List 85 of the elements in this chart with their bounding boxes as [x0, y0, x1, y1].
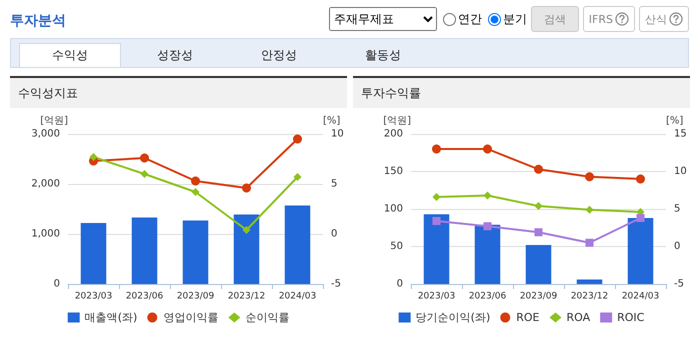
- y2-tick-label: 10: [674, 166, 687, 177]
- text: 투자분석: [10, 12, 66, 30]
- x-tick-label: 2024/03: [622, 292, 660, 302]
- y-tick-label: 50: [390, 241, 403, 252]
- bar: [284, 206, 310, 284]
- legend-label: 순이익률: [245, 311, 290, 324]
- point: [293, 134, 302, 144]
- y2-tick-label: 5: [674, 204, 680, 214]
- x-tick-label: 2024/03: [278, 292, 316, 302]
- legend-label: ROA: [566, 311, 591, 324]
- x-tick-label: 2023/06: [468, 292, 506, 302]
- point: [534, 164, 543, 174]
- x-tick-label: 2023/09: [520, 292, 558, 302]
- point: [636, 214, 644, 222]
- point: [432, 217, 440, 225]
- text: 활동성: [364, 47, 402, 64]
- text: 검색: [530, 6, 579, 32]
- point: [585, 172, 594, 182]
- point: [294, 173, 302, 181]
- point: [242, 184, 251, 192]
- x-tick-label: 2023/03: [418, 292, 456, 302]
- bar: [182, 220, 208, 284]
- point: [586, 206, 594, 214]
- point: [90, 153, 98, 161]
- text: 안정성: [260, 47, 298, 64]
- chart-title: 수익성지표: [10, 78, 347, 108]
- y-tick-label: 3,000: [31, 128, 60, 140]
- point: [534, 228, 542, 236]
- legend-label: ROIC: [617, 311, 645, 324]
- point: [432, 144, 441, 154]
- y-tick-label: 1,000: [31, 228, 60, 240]
- point: [586, 238, 594, 247]
- point: [636, 174, 645, 184]
- point: [192, 188, 200, 196]
- text: 주재무제표: [328, 7, 437, 31]
- y-tick-label: 200: [384, 128, 403, 140]
- legend-label: ROE: [516, 311, 540, 324]
- bar: [526, 245, 552, 284]
- y-tick-label: 100: [384, 204, 403, 214]
- y2-tick-label: 5: [331, 178, 338, 190]
- bar: [80, 223, 106, 284]
- bar: [576, 280, 602, 284]
- point: [242, 226, 250, 234]
- text: 분기: [502, 10, 527, 28]
- x-tick-label: 2023/09: [176, 292, 214, 302]
- y2-tick-label: -5: [331, 278, 341, 290]
- y2-axis-title: [%]: [323, 116, 340, 126]
- y-axis-title: [억원]: [383, 116, 412, 126]
- point: [484, 192, 492, 200]
- bar: [474, 224, 500, 284]
- bar: [628, 218, 654, 284]
- text: 수익성: [19, 43, 121, 67]
- y2-tick-label: 0: [331, 228, 338, 240]
- y2-tick-label: 15: [674, 128, 687, 140]
- point: [191, 176, 200, 186]
- legend-label: 영업이익률: [163, 311, 218, 324]
- bar: [234, 214, 260, 284]
- x-tick-label: 2023/06: [126, 292, 164, 302]
- y2-tick-label: 0: [674, 241, 680, 252]
- y-tick-label: 0: [54, 278, 60, 290]
- point: [140, 170, 148, 178]
- text: IFRS: [582, 6, 635, 32]
- x-tick-label: 2023/03: [74, 292, 112, 302]
- text: 연간: [456, 10, 482, 28]
- y2-axis-title: [%]: [666, 116, 684, 126]
- y-tick-label: 150: [384, 166, 403, 177]
- y2-tick-label: -5: [674, 278, 684, 290]
- point: [484, 222, 492, 230]
- text: 산식: [639, 6, 689, 32]
- legend-label: 당기순이익(좌): [416, 311, 490, 324]
- point: [140, 154, 149, 162]
- point: [534, 202, 542, 210]
- y2-tick-label: 10: [331, 128, 344, 140]
- x-tick-label: 2023/12: [570, 292, 608, 302]
- chart-title: 투자수익률: [353, 78, 690, 108]
- bar: [132, 218, 158, 284]
- bar: [424, 214, 450, 284]
- y-tick-label: 0: [396, 278, 403, 290]
- x-tick-label: 2023/12: [228, 292, 266, 302]
- y-axis-title: [억원]: [40, 116, 68, 126]
- legend-label: 매출액(좌): [84, 311, 138, 324]
- y-tick-label: 2,000: [31, 178, 60, 190]
- point: [483, 144, 492, 154]
- point: [432, 193, 440, 201]
- text: 성장성: [156, 47, 194, 64]
